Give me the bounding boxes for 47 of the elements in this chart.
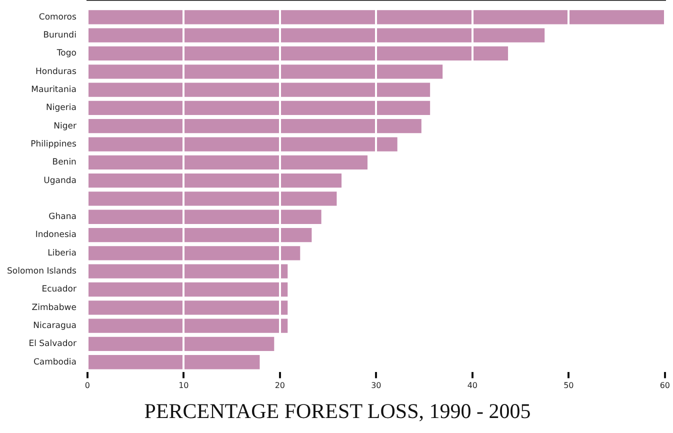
bar bbox=[88, 82, 430, 97]
bar bbox=[88, 119, 422, 134]
bar bbox=[88, 137, 398, 152]
bar bbox=[88, 64, 443, 79]
y-tick-label: Uganda bbox=[44, 176, 76, 186]
y-tick-label: Togo bbox=[56, 48, 76, 59]
x-tick-label: 0 bbox=[84, 381, 90, 390]
y-tick-label: Nicaragua bbox=[33, 321, 76, 332]
y-tick-label: Nigeria bbox=[46, 103, 76, 114]
y-tick-label: Solomon Islands bbox=[6, 266, 78, 277]
bar bbox=[88, 155, 368, 170]
y-tick-label: Philippines bbox=[30, 139, 78, 150]
bar bbox=[88, 246, 300, 260]
y-tick-label: Ghana bbox=[48, 212, 76, 222]
x-tick-label: 50 bbox=[564, 381, 574, 390]
y-tick-label: Burundi bbox=[43, 30, 76, 41]
x-tick-label: 30 bbox=[371, 381, 382, 390]
bar bbox=[88, 336, 274, 352]
y-tick-label: Indonesia bbox=[35, 230, 76, 240]
y-tick-label: Liberia bbox=[48, 248, 76, 258]
y-tick-label: Zimbabwe bbox=[32, 302, 76, 313]
x-tick-label: 20 bbox=[274, 381, 286, 390]
bar bbox=[88, 28, 545, 42]
y-tick-label: Honduras bbox=[36, 66, 78, 77]
bar bbox=[88, 192, 337, 206]
y-tick-label: El Salvador bbox=[28, 339, 77, 350]
x-tick-label: 60 bbox=[660, 381, 670, 390]
text: PERCENTAGE FOREST LOSS, 1990 - 2005 bbox=[144, 398, 531, 423]
y-tick-label: Mauritania bbox=[31, 85, 76, 95]
bar bbox=[88, 300, 288, 315]
bar bbox=[88, 355, 260, 370]
bar bbox=[88, 228, 312, 242]
y-tick-label: Cambodia bbox=[33, 357, 76, 368]
bar bbox=[88, 174, 342, 188]
y-tick-label: Comoros bbox=[38, 12, 78, 22]
bar bbox=[88, 100, 430, 116]
bar bbox=[88, 264, 288, 278]
bar bbox=[88, 318, 288, 333]
bar bbox=[88, 282, 288, 297]
y-tick-label: Ecuador bbox=[42, 284, 77, 295]
bar bbox=[88, 10, 665, 24]
x-tick-label: 10 bbox=[178, 381, 189, 390]
x-tick-label: 40 bbox=[467, 381, 478, 390]
y-tick-label: Niger bbox=[54, 121, 77, 132]
bar bbox=[88, 46, 508, 61]
bar bbox=[88, 210, 322, 224]
y-tick-label: Benin bbox=[52, 158, 76, 168]
